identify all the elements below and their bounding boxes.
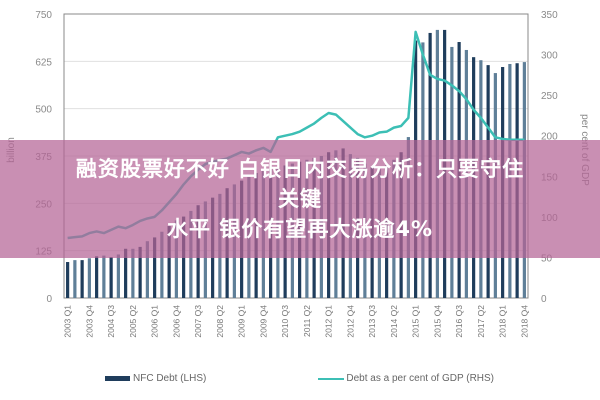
y-left-tick-label: 625 xyxy=(35,57,52,68)
x-tick-label: 2016 Q3 xyxy=(454,305,464,338)
y-right-tick-label: 350 xyxy=(541,10,558,21)
x-tick-label: 2014 Q2 xyxy=(389,305,399,338)
bar xyxy=(153,237,157,298)
x-tick-label: 2015 Q1 xyxy=(411,305,421,338)
y-left-tick-label: 500 xyxy=(35,105,52,116)
bar xyxy=(131,248,135,298)
headline-line-2: 水平 银价有望再大涨逾4% xyxy=(167,217,433,241)
x-tick-label: 2006 Q1 xyxy=(150,305,160,338)
x-tick-label: 2005 Q2 xyxy=(128,305,138,338)
legend-label-line: Debt as a per cent of GDP (RHS) xyxy=(346,373,495,384)
x-tick-label: 2007 Q3 xyxy=(193,305,203,338)
bar xyxy=(109,257,113,298)
x-tick-label: 2018 Q1 xyxy=(498,305,508,338)
x-tick-label: 2012 Q1 xyxy=(324,305,334,338)
y-right-tick-label: 300 xyxy=(541,51,558,62)
bar xyxy=(116,254,120,298)
headline-banner: 融资股票好不好 白银日内交易分析：只要守住关键 水平 银价有望再大涨逾4% xyxy=(0,140,600,258)
x-tick-label: 2015 Q4 xyxy=(432,305,442,338)
y-right-tick-label: 250 xyxy=(541,91,558,102)
bar xyxy=(174,220,178,298)
x-tick-label: 2003 Q4 xyxy=(84,305,94,338)
bar xyxy=(167,226,171,298)
legend: NFC Debt (LHS) Debt as a per cent of GDP… xyxy=(105,373,494,384)
legend-line-swatch xyxy=(318,377,345,380)
bar xyxy=(66,262,70,298)
x-tick-label: 2006 Q4 xyxy=(171,305,181,338)
x-tick-label: 2010 Q3 xyxy=(280,305,290,338)
y-left-tick-label: 0 xyxy=(46,294,52,305)
headline-line-1: 融资股票好不好 白银日内交易分析：只要守住关键 xyxy=(75,157,525,211)
bar xyxy=(102,255,106,298)
bar xyxy=(87,258,91,298)
x-tick-label: 2009 Q4 xyxy=(258,305,268,338)
x-tick-label: 2013 Q3 xyxy=(367,305,377,338)
bar xyxy=(145,241,149,298)
x-tick-label: 2012 Q4 xyxy=(345,305,355,338)
bar xyxy=(95,256,99,298)
x-tick-label: 2018 Q4 xyxy=(519,305,529,338)
x-tick-label: 2017 Q2 xyxy=(476,305,486,338)
bar xyxy=(80,260,84,298)
legend-bar-swatch xyxy=(105,376,130,381)
x-tick-label: 2004 Q3 xyxy=(106,305,116,338)
y-left-tick-label: 750 xyxy=(35,10,52,21)
bar xyxy=(73,260,77,298)
bar xyxy=(160,231,164,298)
x-tick-label: 2003 Q1 xyxy=(63,305,73,338)
x-tick-label: 2008 Q2 xyxy=(215,305,225,338)
y-right-tick-label: 50 xyxy=(541,253,553,264)
bar xyxy=(124,248,128,298)
x-tick-label: 2009 Q1 xyxy=(237,305,247,338)
y-right-tick-label: 200 xyxy=(541,132,558,143)
legend-label-bar: NFC Debt (LHS) xyxy=(133,373,207,384)
bar xyxy=(138,246,142,298)
x-tick-label: 2011 Q2 xyxy=(302,305,312,337)
y-right-tick-label: 0 xyxy=(541,294,547,305)
